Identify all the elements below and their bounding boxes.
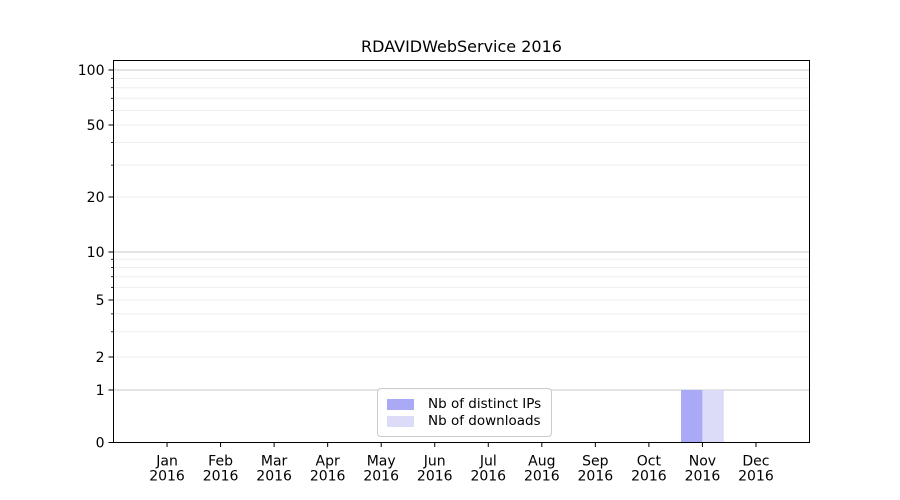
x-tick-label-year: 2016 — [524, 469, 560, 485]
x-tick-label-month: Jan — [155, 454, 178, 470]
x-tick-label-month: Mar — [261, 454, 288, 470]
x-tick-label-month: May — [367, 454, 396, 470]
legend: Nb of distinct IPs Nb of downloads — [377, 388, 553, 437]
y-tick-label: 50 — [87, 118, 105, 134]
bars — [681, 390, 724, 443]
x-tick-label-year: 2016 — [363, 469, 399, 485]
y-tick-label: 2 — [96, 350, 105, 366]
y-tick-label: 10 — [87, 245, 105, 261]
x-tick-label-year: 2016 — [310, 469, 346, 485]
chart-title: RDAVIDWebService 2016 — [361, 37, 562, 56]
x-tick-label-month: Nov — [689, 454, 716, 470]
legend-label-downloads: Nb of downloads — [428, 413, 541, 429]
x-tick-label-month: Sep — [582, 454, 609, 470]
x-tick-label-month: Dec — [742, 454, 769, 470]
y-tick-label: 20 — [87, 190, 105, 206]
x-tick-label-year: 2016 — [631, 469, 667, 485]
tick-marks — [108, 69, 757, 447]
x-tick-label-year: 2016 — [203, 469, 239, 485]
x-tick-label-year: 2016 — [578, 469, 614, 485]
y-tick-label: 1 — [96, 383, 105, 399]
y-tick-label: 0 — [96, 436, 105, 452]
x-tick-label-year: 2016 — [470, 469, 506, 485]
x-tick-label-year: 2016 — [685, 469, 721, 485]
legend-swatch-distinct-ips — [387, 398, 414, 410]
bar-downloads — [702, 390, 724, 443]
y-tick-label: 100 — [78, 63, 105, 79]
legend-item-downloads: Nb of downloads — [387, 413, 541, 429]
x-tick-label-year: 2016 — [256, 469, 292, 485]
x-tick-label-month: Feb — [208, 454, 233, 470]
x-tick-label-year: 2016 — [738, 469, 774, 485]
legend-swatch-downloads — [387, 415, 414, 427]
x-tick-label-month: Aug — [528, 454, 555, 470]
x-tick-label-year: 2016 — [149, 469, 185, 485]
bar-distinct-ips — [681, 390, 703, 443]
legend-label-distinct-ips: Nb of distinct IPs — [428, 396, 542, 412]
legend-item-distinct-ips: Nb of distinct IPs — [387, 396, 541, 412]
tick-labels: 0125102050100Jan2016Feb2016Mar2016Apr201… — [78, 63, 774, 485]
x-tick-label-month: Oct — [637, 454, 662, 470]
x-tick-label-year: 2016 — [417, 469, 453, 485]
x-tick-label-month: Jul — [479, 454, 497, 470]
x-tick-label-month: Apr — [316, 454, 340, 470]
x-tick-label-month: Jun — [423, 454, 446, 470]
y-tick-label: 5 — [96, 293, 105, 309]
gridlines — [113, 69, 810, 391]
